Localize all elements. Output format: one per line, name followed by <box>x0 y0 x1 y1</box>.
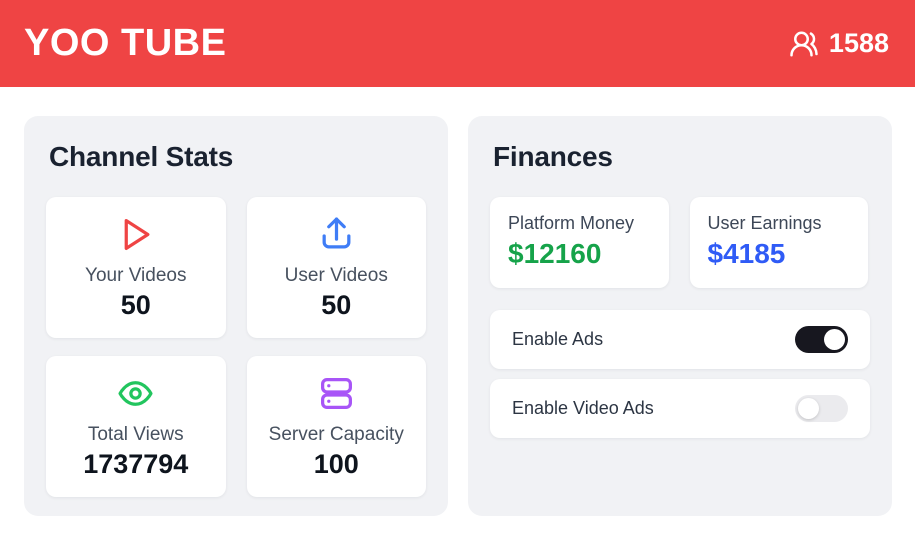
channel-stats-title: Channel Stats <box>49 141 234 172</box>
stat-value: 100 <box>313 449 359 479</box>
toggle-label: Enable Video Ads <box>512 398 654 418</box>
toggle-knob <box>824 329 845 350</box>
money-row: Platform Money $12160 User Earnings $418… <box>490 197 870 288</box>
stat-value: 1737794 <box>83 449 189 479</box>
money-label: User Earnings <box>707 213 822 233</box>
finances-title: Finances <box>493 141 613 172</box>
user-earnings-tile: User Earnings $4185 <box>689 197 868 288</box>
subscriber-counter: 1588 <box>789 28 889 59</box>
finances-card: Finances Platform Money $12160 User Earn… <box>468 116 892 516</box>
stat-tile-total-views: Total Views 1737794 <box>46 356 226 497</box>
user-earnings-value: $4185 <box>707 238 786 269</box>
app-title: YOO TUBE <box>24 22 227 64</box>
enable-video-ads-row: Enable Video Ads <box>490 379 870 438</box>
stat-label: Server Capacity <box>268 424 404 445</box>
stat-label: Total Views <box>87 424 184 445</box>
enable-video-ads-toggle[interactable] <box>795 395 848 422</box>
eye-icon <box>117 375 154 412</box>
stat-label: User Videos <box>284 265 388 286</box>
stat-label: Your Videos <box>85 265 187 286</box>
server-icon <box>318 375 355 412</box>
stats-grid: Your Videos 50 User Videos 50 <box>46 197 426 497</box>
enable-ads-toggle[interactable] <box>795 326 848 353</box>
money-label: Platform Money <box>508 213 635 233</box>
users-icon <box>789 29 819 59</box>
enable-ads-row: Enable Ads <box>490 310 870 369</box>
main-content: Channel Stats Your Videos 50 <box>0 87 915 516</box>
play-icon <box>117 216 154 253</box>
toggle-label: Enable Ads <box>512 329 604 349</box>
stat-tile-server-capacity: Server Capacity 100 <box>246 356 426 497</box>
stat-tile-user-videos: User Videos 50 <box>246 197 426 338</box>
stat-value: 50 <box>120 290 151 320</box>
platform-money-tile: Platform Money $12160 <box>490 197 669 288</box>
toggle-knob <box>798 398 819 419</box>
app-header: YOO TUBE 1588 <box>0 0 915 87</box>
subscriber-count: 1588 <box>828 28 889 58</box>
upload-icon <box>318 216 355 253</box>
stat-value: 50 <box>321 290 352 320</box>
channel-stats-card: Channel Stats Your Videos 50 <box>24 116 448 516</box>
stat-tile-your-videos: Your Videos 50 <box>46 197 226 338</box>
platform-money-value: $12160 <box>508 238 602 269</box>
